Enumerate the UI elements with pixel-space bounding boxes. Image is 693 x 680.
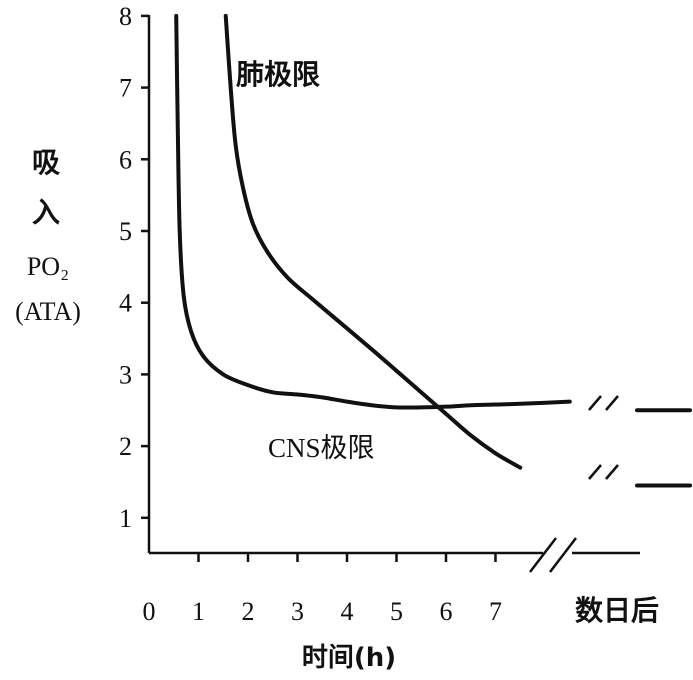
y-axis-label-line-3: PO₂ bbox=[27, 252, 69, 281]
cns-break-mark bbox=[588, 395, 619, 411]
y-tick-label: 6 bbox=[119, 145, 132, 174]
pulmonary-limit-curve bbox=[223, 13, 523, 470]
x-axis-break-mark bbox=[529, 537, 577, 573]
x-ticks: 0 1 2 3 4 5 6 7 bbox=[143, 553, 502, 626]
x-tick-label: 0 bbox=[143, 597, 156, 626]
pulmonary-break-mark bbox=[588, 464, 619, 480]
x-tick-label: 3 bbox=[291, 597, 304, 626]
y-tick-label: 2 bbox=[119, 432, 132, 461]
y-axis-label-line-1: 吸 bbox=[32, 146, 60, 179]
x-break-label: 数日后 bbox=[575, 594, 659, 627]
x-axis-label: 时间(h) bbox=[302, 643, 396, 673]
y-tick-label: 5 bbox=[119, 217, 132, 246]
x-tick-label: 5 bbox=[390, 597, 403, 626]
x-tick-label: 4 bbox=[341, 597, 354, 626]
y-tick-label: 8 bbox=[119, 2, 132, 31]
y-axis-label-line-2: 入 bbox=[32, 196, 60, 229]
cns-limit-curve bbox=[174, 13, 572, 410]
y-tick-label: 4 bbox=[119, 289, 132, 318]
x-tick-label: 6 bbox=[440, 597, 453, 626]
series-label-cns: CNS极限 bbox=[268, 433, 375, 463]
y-tick-label: 7 bbox=[119, 74, 132, 103]
y-axis-label-line-4: (ATA) bbox=[15, 297, 81, 326]
y-tick-label: 3 bbox=[119, 360, 132, 389]
y-tick-label: 1 bbox=[119, 504, 132, 533]
x-tick-label: 1 bbox=[192, 597, 205, 626]
curves bbox=[174, 13, 692, 488]
x-tick-label: 2 bbox=[242, 597, 255, 626]
series-label-pulmonary: 肺极限 bbox=[236, 58, 320, 91]
y-ticks: 1 2 3 4 5 6 7 8 bbox=[119, 2, 149, 533]
x-tick-label: 7 bbox=[489, 597, 502, 626]
